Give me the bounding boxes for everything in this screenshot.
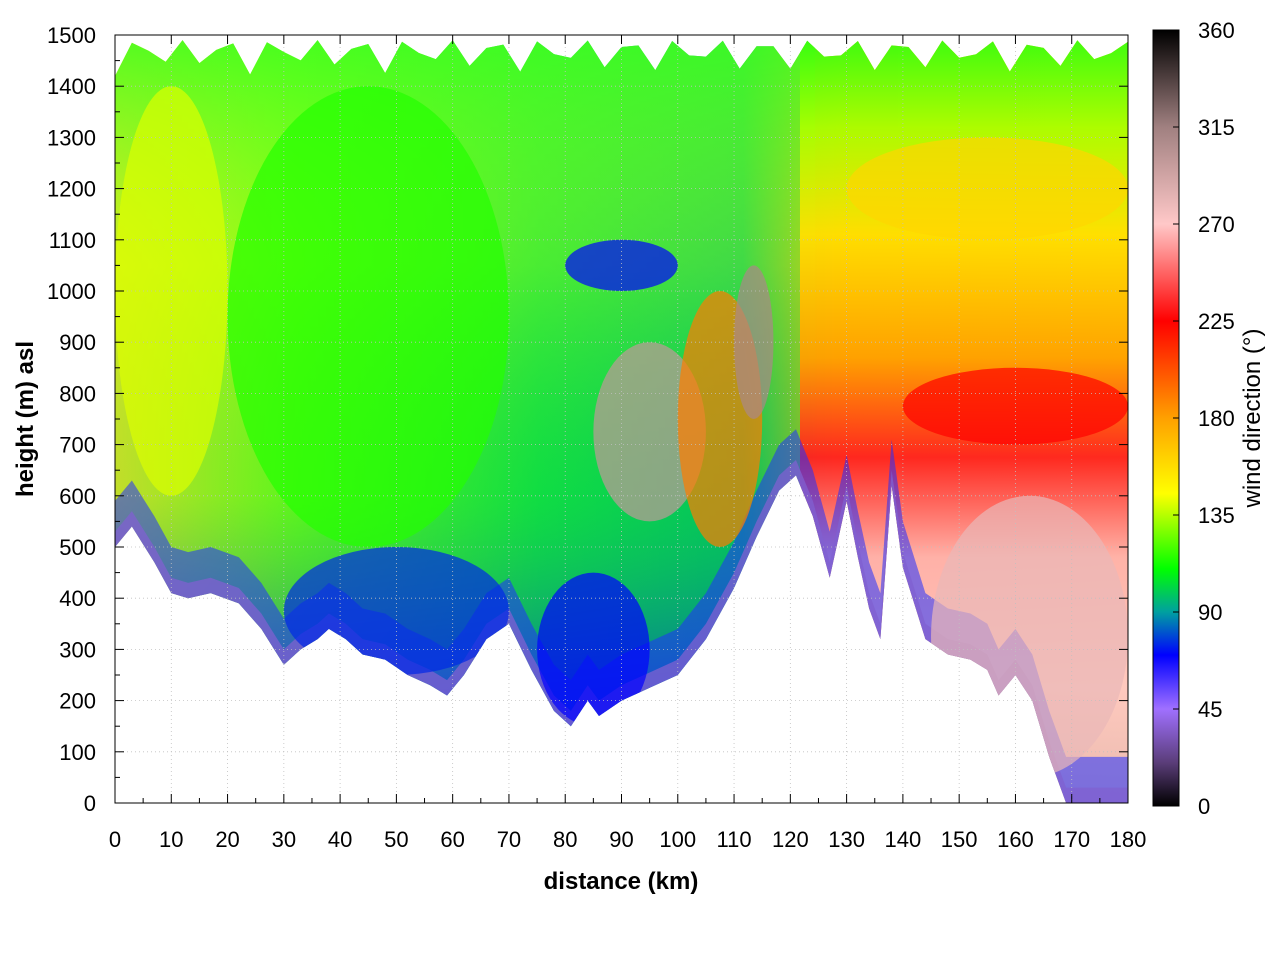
y-tick-label-200: 200 [59, 689, 96, 714]
x-tick-label-160: 160 [997, 827, 1034, 852]
x-tick-label-110: 110 [717, 827, 752, 852]
x-tick-label-10: 10 [159, 827, 183, 852]
cb-tick-label-90: 90 [1198, 600, 1222, 625]
cb-tick-label-225: 225 [1198, 309, 1235, 334]
grid-lines [115, 35, 1128, 803]
y-tick-label-600: 600 [59, 484, 96, 509]
x-tick-label-0: 0 [109, 827, 121, 852]
wind-feature-10 [931, 495, 1128, 778]
x-tick-label-30: 30 [272, 827, 296, 852]
wind-feature-3 [537, 572, 650, 727]
x-tick-label-60: 60 [440, 827, 464, 852]
cb-tick-label-360: 360 [1198, 18, 1235, 43]
x-axis-title: distance (km) [544, 868, 699, 895]
y-tick-label-1000: 1000 [47, 279, 96, 304]
y-tick-label-1200: 1200 [47, 177, 96, 202]
x-tick-label-170: 170 [1053, 827, 1090, 852]
cb-tick-label-0: 0 [1198, 794, 1210, 819]
y-tick-label-800: 800 [59, 381, 96, 406]
y-tick-label-900: 900 [59, 330, 96, 355]
wind-feature-7 [734, 265, 774, 420]
cb-tick-label-45: 45 [1198, 697, 1222, 722]
wind-feature-4 [565, 239, 678, 291]
x-tick-label-50: 50 [384, 827, 408, 852]
y-tick-label-1400: 1400 [47, 74, 96, 99]
y-tick-label-1500: 1500 [47, 23, 96, 48]
y-tick-label-400: 400 [59, 586, 96, 611]
y-tick-label-700: 700 [59, 433, 96, 458]
x-tick-label-20: 20 [215, 827, 239, 852]
colorbar-title: wind direction (°) [1239, 329, 1266, 509]
x-tick-label-150: 150 [941, 827, 978, 852]
y-tick-label-500: 500 [59, 535, 96, 560]
y-tick-label-100: 100 [59, 740, 96, 765]
y-tick-label-1100: 1100 [49, 228, 96, 253]
colorbar-ticks: 0 45 90 135 180 225 270 315 360 [1173, 18, 1235, 819]
x-tick-label-140: 140 [885, 827, 922, 852]
x-tick-label-130: 130 [828, 827, 865, 852]
x-tick-label-180: 180 [1110, 827, 1147, 852]
x-tick-label-100: 100 [659, 827, 696, 852]
cb-tick-label-270: 270 [1198, 212, 1235, 237]
y-axis-ticks: 0 100 200 300 400 500 600 700 800 900 1000 1100 1200… [47, 23, 1128, 816]
cb-tick-label-135: 135 [1198, 503, 1235, 528]
cb-tick-label-315: 315 [1198, 115, 1235, 140]
wind-feature-1 [227, 86, 509, 547]
x-tick-label-80: 80 [553, 827, 577, 852]
x-tick-label-120: 120 [772, 827, 809, 852]
wind-feature-5 [593, 342, 706, 522]
y-tick-label-0: 0 [84, 791, 96, 816]
y-axis-title: height (m) asl [12, 341, 39, 497]
cb-tick-label-180: 180 [1198, 406, 1235, 431]
x-tick-label-40: 40 [328, 827, 352, 852]
x-tick-label-70: 70 [497, 827, 521, 852]
x-tick-label-90: 90 [609, 827, 633, 852]
x-axis-ticks: 0 10 20 30 40 50 60 70 80 90 100 110 120 130 140 150 160… [109, 35, 1146, 852]
y-tick-label-1300: 1300 [47, 125, 96, 150]
y-tick-label-300: 300 [59, 637, 96, 662]
